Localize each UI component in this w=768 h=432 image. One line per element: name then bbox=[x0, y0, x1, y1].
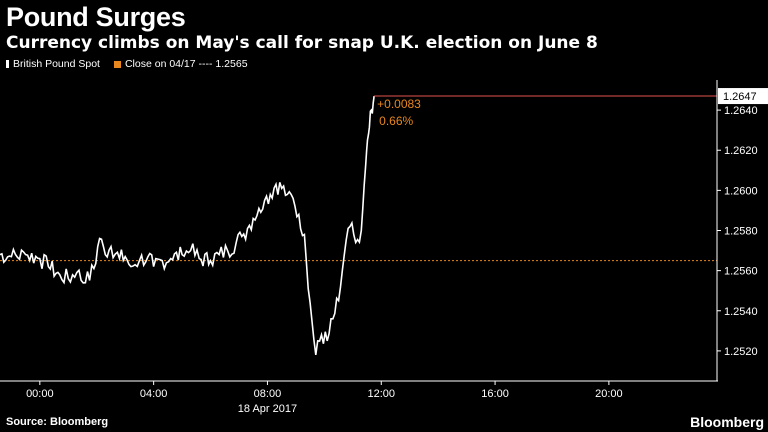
plot-area: +0.0083 0.66% bbox=[0, 95, 717, 356]
x-tick-label: 08:00 bbox=[254, 388, 282, 400]
chart-title: Pound Surges bbox=[6, 2, 186, 32]
bloomberg-logo: Bloomberg bbox=[690, 414, 764, 430]
source-note: Source: Bloomberg bbox=[6, 416, 109, 428]
x-tick-label: 00:00 bbox=[26, 388, 54, 400]
y-tick-label: 1.2620 bbox=[724, 145, 758, 157]
legend-reference-label: Close on 04/17 ---- 1.2565 bbox=[124, 58, 248, 70]
series-swatch bbox=[6, 60, 9, 68]
legend-series-label: British Pound Spot bbox=[13, 58, 100, 70]
axes: 1.2640 1.2620 1.2600 1.2580 1.2560 1.2540 1.25… bbox=[0, 80, 768, 415]
chart-legend: British Pound Spot Close on 04/17 ---- 1… bbox=[6, 58, 248, 70]
y-tick-label: 1.2640 bbox=[724, 105, 758, 117]
chart-subtitle: Currency climbs on May's call for snap U… bbox=[6, 33, 598, 53]
series-line-british-pound-spot bbox=[0, 95, 375, 356]
x-tick-label: 20:00 bbox=[595, 388, 623, 400]
last-value-label: 1.2647 bbox=[723, 91, 757, 103]
x-tick-label: 04:00 bbox=[140, 388, 168, 400]
y-tick-label: 1.2580 bbox=[724, 226, 758, 238]
change-label: +0.0083 bbox=[377, 97, 421, 111]
legend-item-series: British Pound Spot bbox=[6, 58, 100, 70]
y-tick-label: 1.2540 bbox=[724, 306, 758, 318]
y-tick-label: 1.2560 bbox=[724, 266, 758, 278]
y-tick-label: 1.2520 bbox=[724, 346, 758, 358]
legend-item-reference: Close on 04/17 ---- 1.2565 bbox=[113, 58, 248, 70]
reference-swatch bbox=[113, 60, 121, 68]
change-pct-label: 0.66% bbox=[379, 114, 413, 128]
x-tick-label: 12:00 bbox=[367, 388, 395, 400]
y-tick-label: 1.2600 bbox=[724, 185, 758, 197]
last-value-box bbox=[718, 88, 768, 105]
x-tick-label: 16:00 bbox=[481, 388, 509, 400]
x-axis-date-label: 18 Apr 2017 bbox=[238, 403, 297, 415]
